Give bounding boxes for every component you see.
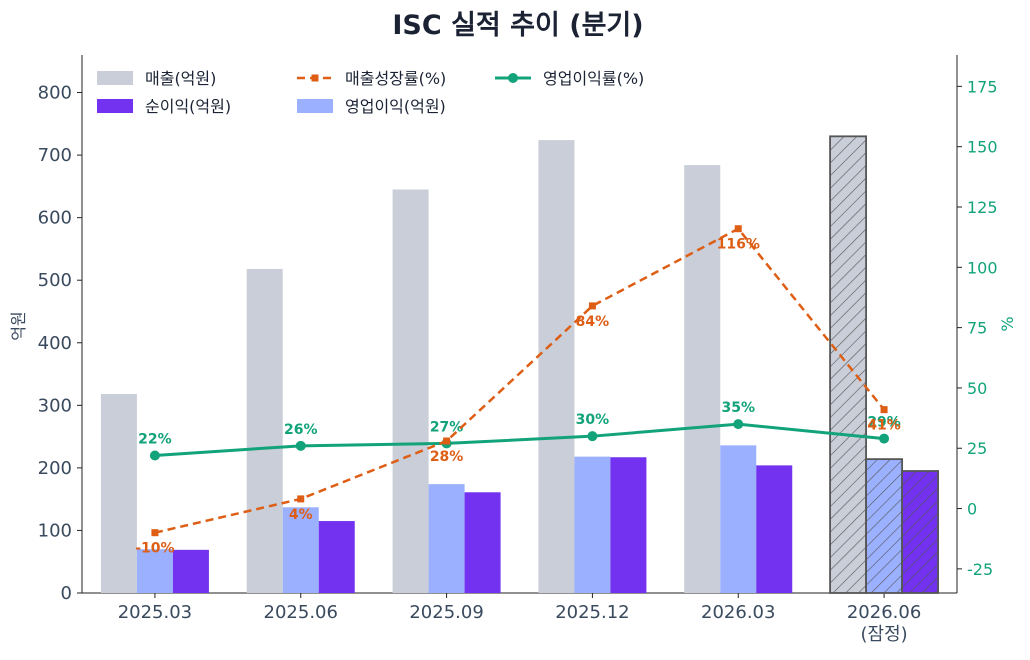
y-tick-left-label: 300 <box>38 395 72 416</box>
legend-label-4: 매출성장률(%) <box>345 69 446 88</box>
y-tick-right-label: 150 <box>967 138 998 157</box>
x-tick-label: 2025.12 <box>555 602 629 623</box>
point-growth-4 <box>734 225 742 233</box>
legend-label-0: 매출(억원) <box>145 69 216 88</box>
bar-0-4 <box>684 165 721 593</box>
series-line-1 <box>154 227 886 534</box>
point-margin-4 <box>733 419 744 430</box>
data-label-0-4: 35% <box>721 400 755 416</box>
y-tick-right-label: 100 <box>967 258 998 277</box>
y-axis-label-right: % <box>998 316 1017 331</box>
y-tick-left-label: 800 <box>38 83 72 104</box>
x-tick-label: (잠정) <box>860 624 907 645</box>
y-tick-right-label: 125 <box>967 198 998 217</box>
bar-0-0 <box>100 394 137 593</box>
bar-2-3 <box>610 457 647 593</box>
chart-title: ISC 실적 추이 (분기) <box>392 10 643 41</box>
bar-1-2 <box>428 484 465 593</box>
y-tick-left-label: 100 <box>38 520 72 541</box>
y-tick-left-label: 600 <box>38 208 72 229</box>
data-label-1-1: 4% <box>289 507 313 523</box>
legend-label-2: 순이익(억원) <box>145 97 231 116</box>
y-tick-right-label: 25 <box>967 439 987 458</box>
point-margin-5 <box>879 433 890 444</box>
bar-1-1 <box>282 507 319 593</box>
data-label-1-2: 28% <box>430 449 464 465</box>
bar-1-0 <box>136 549 173 593</box>
y-tick-left-label: 700 <box>38 145 72 166</box>
bar-1-3 <box>574 456 611 593</box>
bar-0-1 <box>246 268 283 593</box>
legend-label-1: 영업이익(억원) <box>345 97 446 116</box>
legend-swatch-0 <box>97 71 133 85</box>
y-tick-right-label: 75 <box>967 319 987 338</box>
y-tick-right-label: 50 <box>967 379 987 398</box>
bar-2-1 <box>318 521 355 593</box>
series-line-0 <box>154 422 885 457</box>
bar-0-2 <box>392 189 429 593</box>
data-label-1-5: 41% <box>867 418 901 434</box>
legend: 매출(억원) 순이익(억원) 매출성장률(%) 영업이익(억원) 영업이익률(%) <box>97 69 644 116</box>
point-growth-1 <box>297 495 305 503</box>
legend-swatch-2 <box>97 99 133 113</box>
x-tick-label: 2025.06 <box>264 602 338 623</box>
bar-hatch-2-5 <box>902 471 939 593</box>
y-tick-left-label: 500 <box>38 270 72 291</box>
plot-area: 0 100 200 300 400 500 600 700 800 -25 0 25 50 75 100 12… <box>38 55 998 645</box>
point-growth-3 <box>588 302 596 310</box>
x-tick-label: 2025.09 <box>409 602 483 623</box>
point-margin-3 <box>587 431 598 442</box>
legend-marker-3 <box>508 73 518 83</box>
y-tick-right-label: 0 <box>967 500 977 519</box>
y-tick-right-label: -25 <box>967 560 993 579</box>
legend-marker-4 <box>311 74 319 82</box>
y-axis-label-left: 억원 <box>9 311 28 340</box>
data-label-0-3: 30% <box>576 412 610 428</box>
point-growth-0 <box>151 529 159 537</box>
y-tick-left-label: 400 <box>38 333 72 354</box>
point-margin-0 <box>149 450 160 461</box>
data-label-1-3: 84% <box>576 314 610 330</box>
y-tick-left-label: 200 <box>38 458 72 479</box>
data-label-1-0: -10% <box>135 541 174 557</box>
bar-1-4 <box>720 445 757 593</box>
x-tick-label: 2025.03 <box>118 602 192 623</box>
data-label-0-1: 26% <box>284 422 318 438</box>
y-tick-right-label: 175 <box>967 77 998 96</box>
legend-swatch-1 <box>297 99 333 113</box>
point-margin-1 <box>295 440 306 451</box>
x-tick-label: 2026.06 <box>847 602 921 623</box>
data-label-0-0: 22% <box>138 431 172 447</box>
data-label-0-2: 27% <box>430 419 464 435</box>
legend-label-3: 영업이익률(%) <box>543 69 644 88</box>
data-label-1-4: 116% <box>717 237 760 253</box>
bar-hatch-1-5 <box>866 459 903 593</box>
bar-2-4 <box>756 465 793 593</box>
point-growth-5 <box>880 406 888 414</box>
y-tick-left-label: 0 <box>61 583 72 604</box>
bar-2-0 <box>172 549 209 593</box>
bar-2-2 <box>464 492 501 593</box>
point-growth-2 <box>443 437 451 445</box>
bar-0-3 <box>538 140 575 593</box>
x-tick-label: 2026.03 <box>701 602 775 623</box>
data-label-0-5: 29% <box>867 415 901 431</box>
